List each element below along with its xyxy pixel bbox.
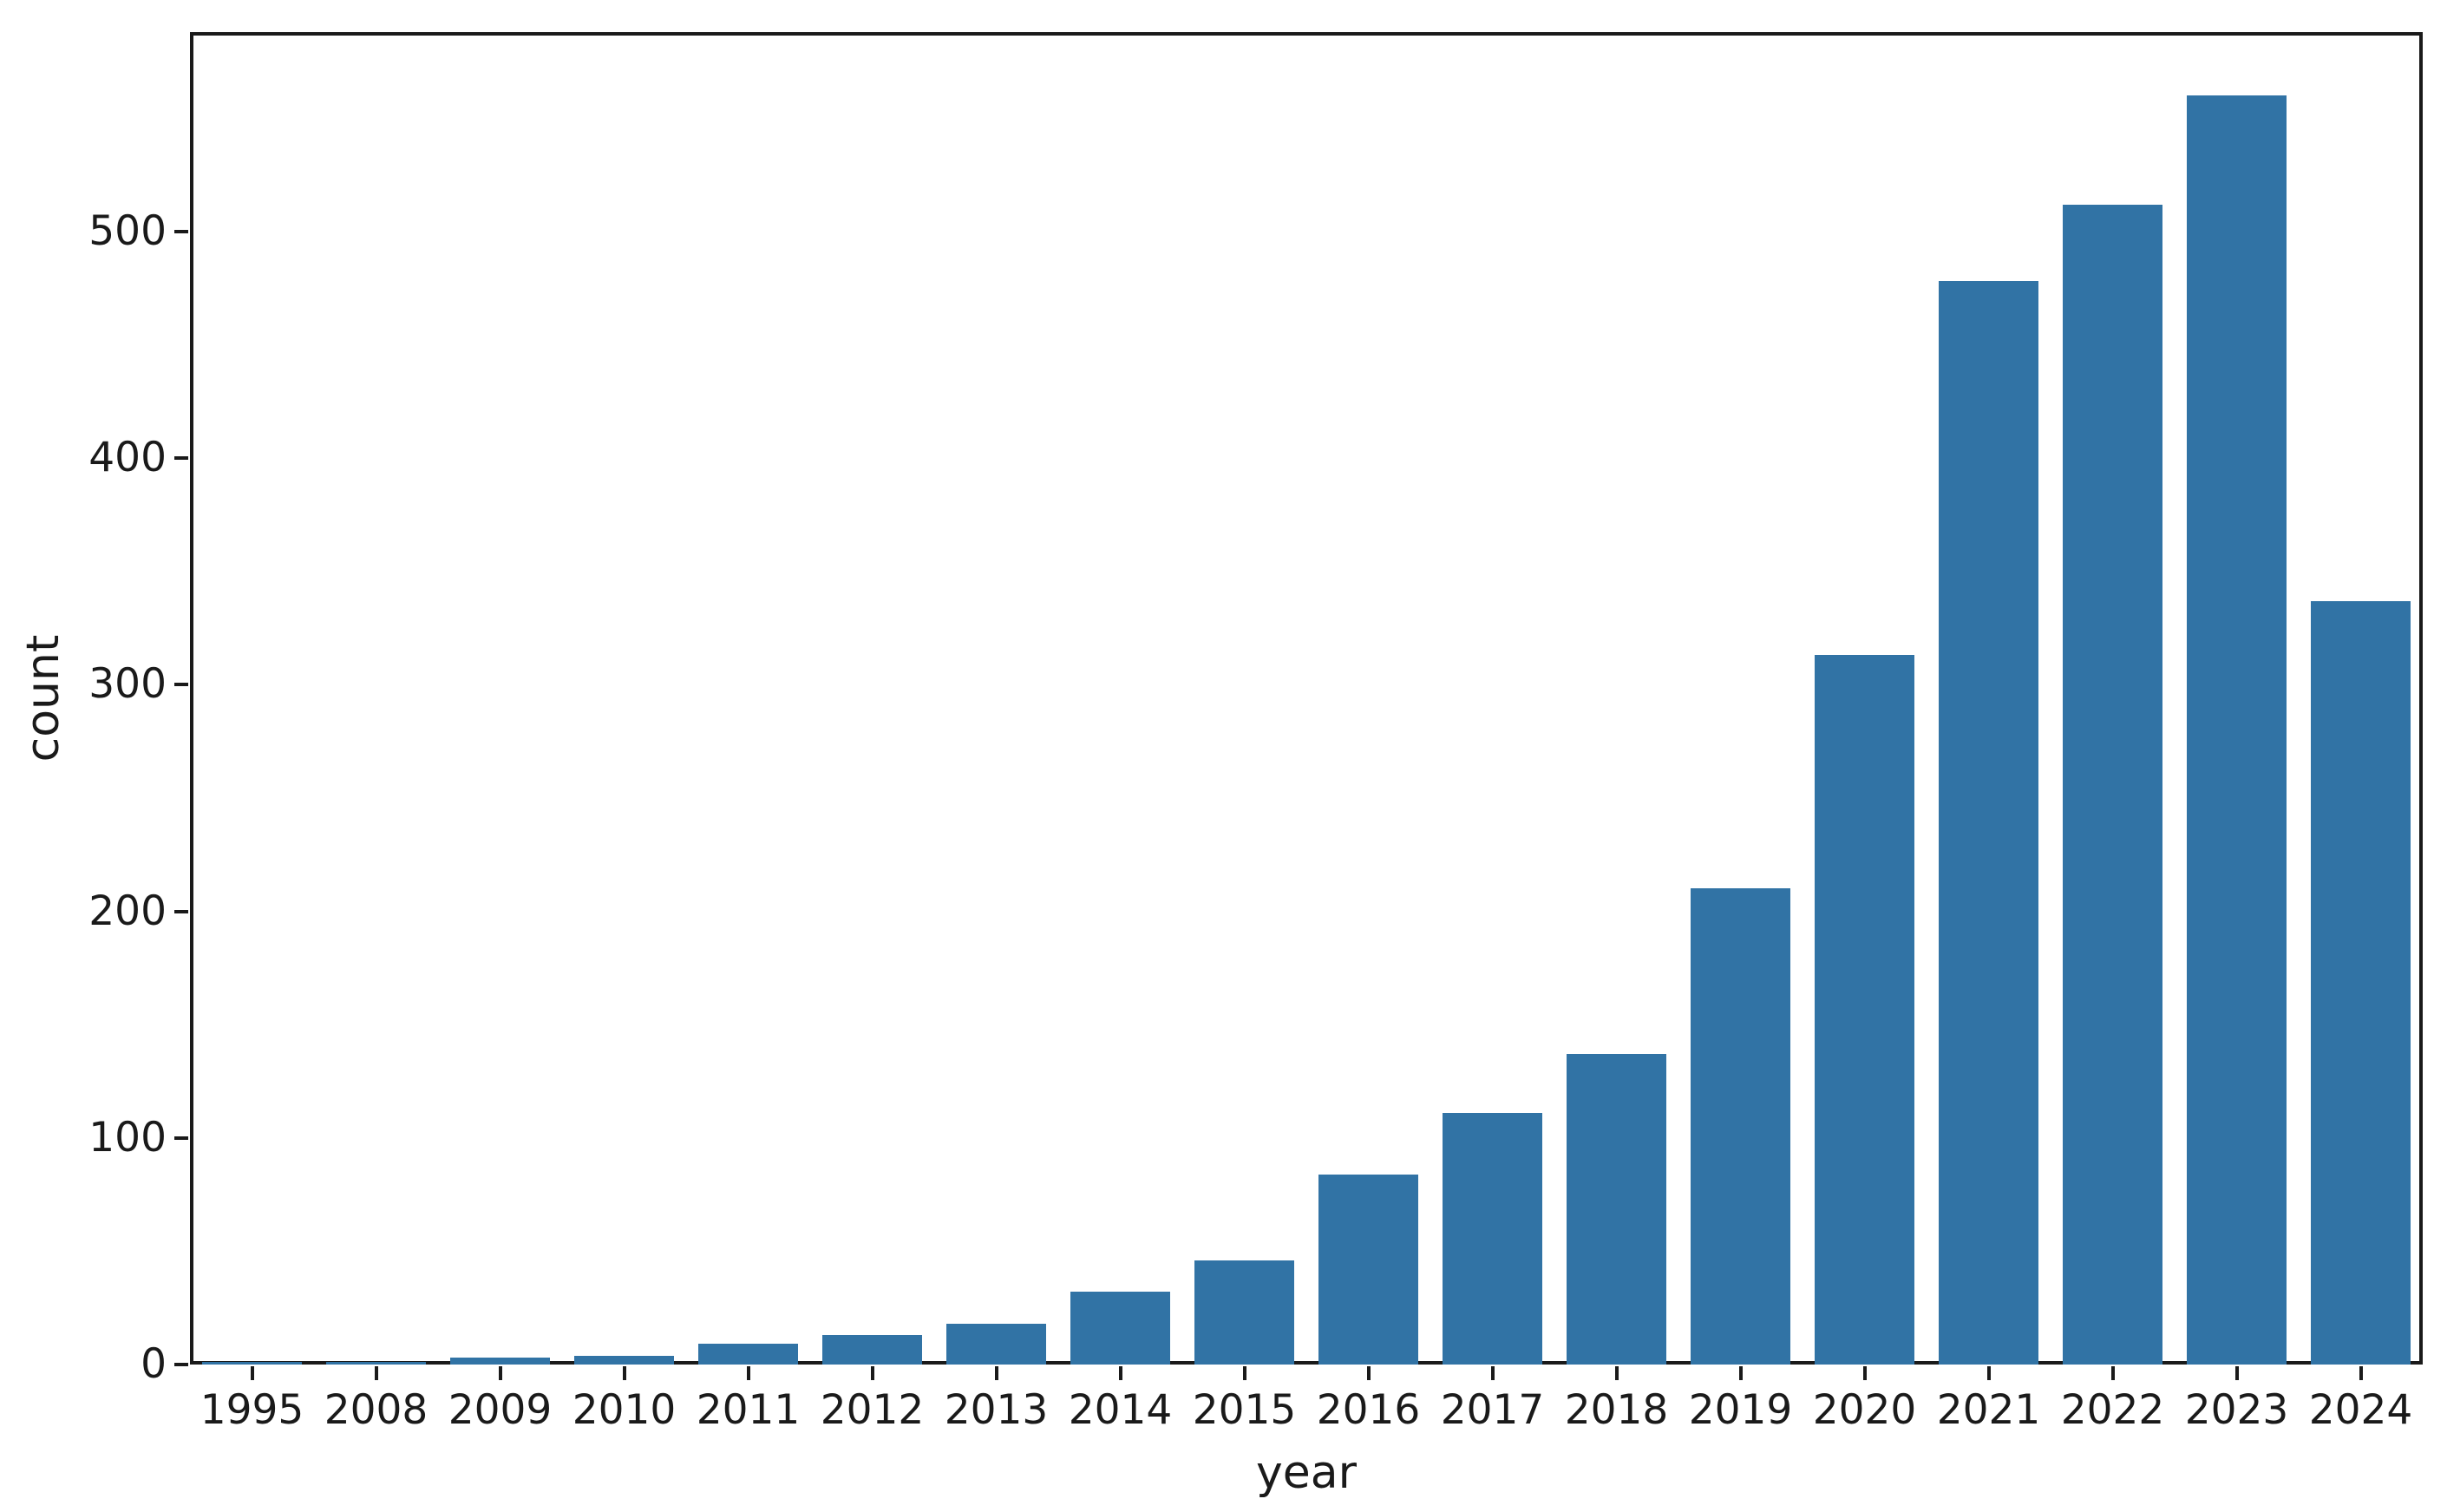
bar-2023 (2187, 95, 2287, 1365)
x-tick-mark (2234, 1366, 2239, 1380)
bar-2008 (326, 1362, 426, 1365)
bar-2022 (2063, 204, 2162, 1365)
bar-2016 (1318, 1174, 1418, 1365)
bar-2024 (2311, 600, 2411, 1365)
x-tick-label-2013: 2013 (944, 1386, 1049, 1434)
y-tick-mark (174, 456, 188, 461)
x-tick-label-2015: 2015 (1192, 1386, 1297, 1434)
bar-2019 (1691, 888, 1790, 1365)
y-tick-label-0: 0 (141, 1340, 167, 1388)
x-tick-label-2008: 2008 (324, 1386, 429, 1434)
x-tick-mark (1490, 1366, 1495, 1380)
y-tick-mark (174, 683, 188, 687)
x-tick-label-2019: 2019 (1688, 1386, 1793, 1434)
y-tick-label-500: 500 (88, 206, 167, 255)
x-tick-label-2020: 2020 (1812, 1386, 1917, 1434)
y-tick-label-300: 300 (88, 660, 167, 709)
x-tick-label-2018: 2018 (1564, 1386, 1669, 1434)
x-tick-mark (994, 1366, 998, 1380)
x-tick-mark (1738, 1366, 1743, 1380)
y-tick-label-100: 100 (88, 1113, 167, 1162)
x-tick-mark (1366, 1366, 1371, 1380)
x-tick-mark (622, 1366, 626, 1380)
x-tick-mark (1118, 1366, 1122, 1380)
x-tick-label-2017: 2017 (1440, 1386, 1545, 1434)
x-tick-label-2024: 2024 (2308, 1386, 2413, 1434)
x-tick-mark (1242, 1366, 1246, 1380)
y-tick-label-400: 400 (88, 434, 167, 482)
x-tick-mark (2359, 1366, 2363, 1380)
x-tick-label-2011: 2011 (696, 1386, 801, 1434)
x-tick-label-2009: 2009 (448, 1386, 553, 1434)
bar-2020 (1815, 655, 1914, 1365)
x-tick-mark (250, 1366, 254, 1380)
bar-2011 (698, 1344, 798, 1365)
y-axis-label: count (17, 634, 69, 763)
bar-2015 (1194, 1260, 1294, 1365)
y-tick-mark (174, 909, 188, 913)
x-tick-mark (1986, 1366, 1991, 1380)
y-tick-mark (174, 1363, 188, 1366)
x-tick-label-2010: 2010 (572, 1386, 677, 1434)
x-tick-mark (1862, 1366, 1867, 1380)
bar-2009 (450, 1358, 550, 1365)
bar-2012 (822, 1335, 922, 1365)
y-tick-mark (174, 1136, 188, 1140)
plot-area (190, 32, 2423, 1365)
x-tick-label-2016: 2016 (1316, 1386, 1421, 1434)
x-tick-mark (1614, 1366, 1619, 1380)
x-tick-label-2023: 2023 (2184, 1386, 2289, 1434)
x-tick-mark (374, 1366, 378, 1380)
bar-2018 (1567, 1054, 1666, 1365)
x-tick-mark (2110, 1366, 2115, 1380)
bar-2021 (1939, 281, 2038, 1365)
bar-2017 (1443, 1113, 1542, 1365)
x-tick-label-2021: 2021 (1936, 1386, 2041, 1434)
y-tick-label-200: 200 (88, 887, 167, 935)
x-tick-mark (870, 1366, 874, 1380)
x-tick-label-2022: 2022 (2060, 1386, 2165, 1434)
bar-2010 (574, 1355, 674, 1365)
bar-2013 (946, 1323, 1046, 1365)
x-axis-label: year (1255, 1447, 1357, 1499)
y-tick-mark (174, 229, 188, 233)
x-tick-mark (498, 1366, 502, 1380)
x-tick-label-2014: 2014 (1068, 1386, 1173, 1434)
x-tick-mark (746, 1366, 750, 1380)
x-tick-label-1995: 1995 (200, 1386, 304, 1434)
bar-1995 (202, 1362, 302, 1365)
x-tick-label-2012: 2012 (820, 1386, 925, 1434)
bar-2014 (1070, 1292, 1170, 1365)
